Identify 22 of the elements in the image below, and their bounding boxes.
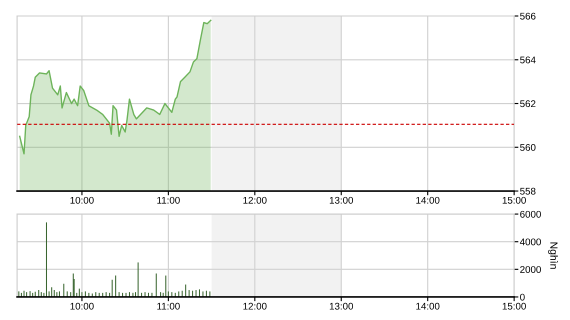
y-tick-label: 4000: [520, 238, 541, 246]
x-tick-label: 14:00: [416, 302, 440, 310]
y-tick-label: 0: [520, 294, 525, 301]
x-tick-label: 10:00: [70, 302, 94, 310]
x-tick-label: 11:00: [157, 196, 180, 204]
x-tick-label: 13:00: [330, 196, 354, 204]
x-tick-label: 12:00: [243, 196, 267, 204]
x-tick-label: 11:00: [157, 302, 180, 310]
y-tick-label: 564: [520, 56, 536, 64]
x-tick-label: 13:00: [330, 302, 354, 310]
y-tick-label: 6000: [520, 210, 541, 218]
x-tick-label: 14:00: [416, 196, 440, 204]
y-tick-label: 566: [520, 12, 536, 20]
y-tick-label: 558: [520, 188, 536, 195]
y-tick-label: 2000: [520, 266, 541, 273]
x-tick-label: 15:00: [502, 302, 526, 310]
y-axis-title: Nghìn: [548, 242, 558, 269]
x-tick-label: 10:00: [70, 196, 94, 204]
x-tick-label: 15:00: [502, 196, 526, 204]
x-tick-label: 12:00: [243, 302, 267, 310]
y-tick-label: 562: [520, 100, 536, 108]
y-tick-label: 560: [520, 144, 536, 151]
